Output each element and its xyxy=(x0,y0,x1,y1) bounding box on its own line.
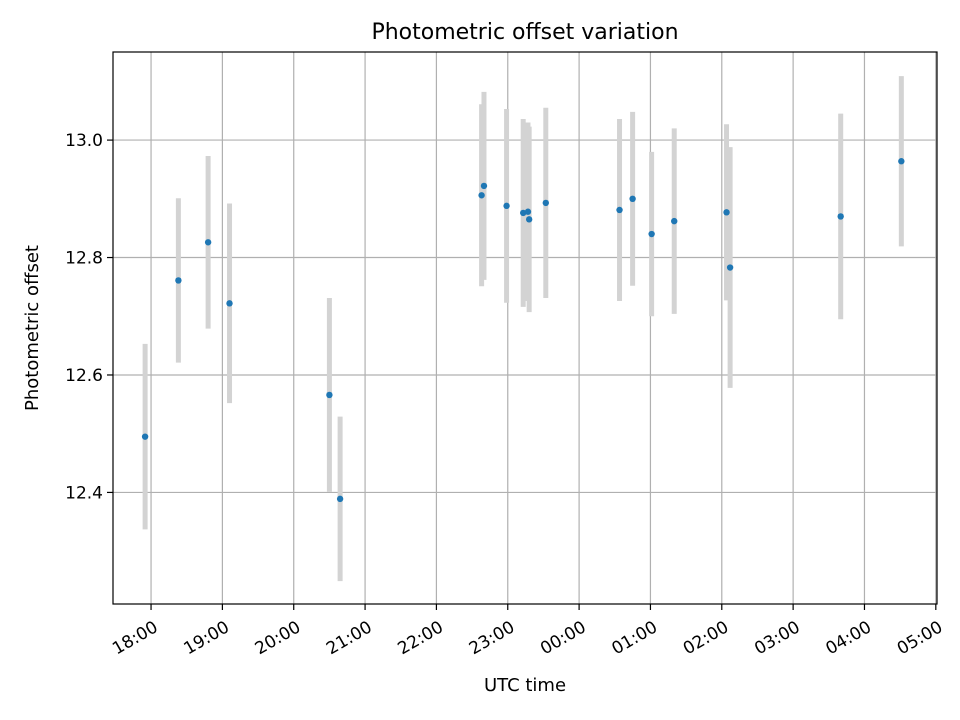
data-point xyxy=(648,230,655,238)
data-points xyxy=(141,158,905,503)
error-bars xyxy=(142,76,904,582)
y-tick-label: 12.4 xyxy=(65,483,103,503)
x-tick-label: 02:00 xyxy=(680,617,732,659)
x-tick-label: 04:00 xyxy=(823,617,875,659)
data-point xyxy=(525,216,533,223)
data-point xyxy=(616,206,623,214)
x-tick-label: 19:00 xyxy=(180,617,232,659)
x-tick-label: 21:00 xyxy=(323,617,375,659)
data-point xyxy=(671,217,678,225)
data-point xyxy=(542,199,550,207)
x-tick-label: 23:00 xyxy=(466,617,518,659)
data-point xyxy=(478,192,485,199)
data-point xyxy=(629,195,636,203)
y-tick-label: 13.0 xyxy=(65,131,103,151)
chart-title: Photometric offset variation xyxy=(371,20,678,45)
plot-frame xyxy=(112,51,938,605)
x-axis-ticks: 18:00 19:00 20:00 21:00 22:00 23:00 00:00 01:00… xyxy=(109,604,946,659)
x-tick-label: 03:00 xyxy=(751,617,803,659)
y-tick-label: 12.6 xyxy=(65,366,103,386)
data-point xyxy=(204,239,212,246)
data-point xyxy=(480,182,488,190)
x-tick-label: 20:00 xyxy=(252,617,304,659)
data-point xyxy=(226,300,233,307)
x-tick-label: 22:00 xyxy=(394,617,446,659)
x-axis-label: UTC time xyxy=(484,675,566,696)
y-axis-ticks: 12.4 12.6 12.8 13.0 xyxy=(65,131,113,503)
x-tick-label: 00:00 xyxy=(537,617,589,659)
data-point xyxy=(898,158,905,165)
data-point xyxy=(326,391,333,399)
data-point xyxy=(524,208,532,215)
y-tick-label: 12.8 xyxy=(65,249,103,269)
data-point xyxy=(141,433,149,440)
data-point xyxy=(723,209,730,216)
data-point xyxy=(837,213,844,220)
data-point xyxy=(726,264,734,271)
x-tick-label: 05:00 xyxy=(894,617,946,659)
x-tick-label: 18:00 xyxy=(109,617,161,659)
data-point xyxy=(503,202,510,210)
y-axis-label: Photometric offset xyxy=(22,245,43,411)
data-point xyxy=(336,495,344,503)
data-point xyxy=(175,277,182,284)
x-tick-label: 01:00 xyxy=(609,617,661,659)
